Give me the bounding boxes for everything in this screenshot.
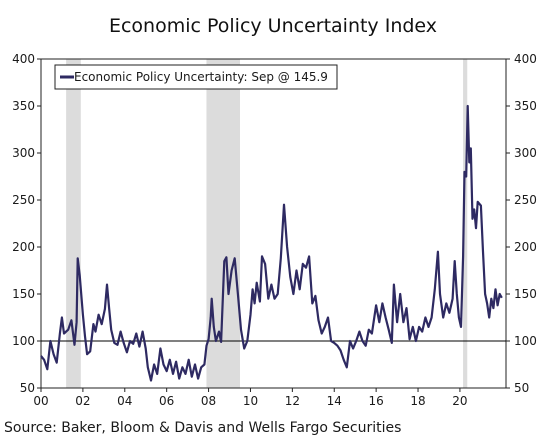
y-tick-label-right-7: 400: [514, 52, 537, 66]
recession-band-2: [463, 59, 468, 388]
x-tick-label-9: 18: [410, 394, 425, 408]
x-tick-label-3: 06: [159, 394, 174, 408]
plot-frame: [40, 58, 507, 389]
x-tick-label-5: 10: [243, 394, 258, 408]
legend: Economic Policy Uncertainty: Sep @ 145.9: [54, 64, 338, 90]
y-tick-label-left-1: 100: [12, 334, 35, 348]
y-tick-label-left-6: 350: [12, 99, 35, 113]
y-tick-label-right-2: 150: [514, 287, 537, 301]
x-tick-label-8: 16: [368, 394, 383, 408]
x-tick-label-0: 00: [33, 394, 48, 408]
y-tick-label-left-2: 150: [12, 287, 35, 301]
series-layer: [40, 104, 503, 382]
y-tick-label-left-4: 250: [12, 193, 35, 207]
x-tick-label-4: 08: [201, 394, 216, 408]
recession-band-1: [206, 59, 240, 388]
x-tick-label-6: 12: [285, 394, 300, 408]
y-tick-label-right-4: 250: [514, 193, 537, 207]
y-tick-label-left-3: 200: [12, 240, 35, 254]
x-tick-label-2: 04: [117, 394, 132, 408]
x-tick-label-7: 14: [327, 394, 342, 408]
y-tick-label-left-7: 400: [12, 52, 35, 66]
x-tick-label-10: 20: [452, 394, 467, 408]
x-tick-label-1: 02: [75, 394, 90, 408]
chart-title: Economic Policy Uncertainty Index: [109, 15, 437, 37]
y-tick-label-right-6: 350: [514, 99, 537, 113]
series-line-0: [40, 104, 503, 382]
recession-shading: [66, 59, 468, 388]
y-tick-label-left-5: 300: [12, 146, 35, 160]
y-tick-label-left-0: 50: [20, 381, 35, 395]
y-tick-label-right-5: 300: [514, 146, 537, 160]
y-tick-label-right-0: 50: [514, 381, 529, 395]
y-tick-label-right-1: 100: [514, 334, 537, 348]
source-note: Source: Baker, Bloom & Davis and Wells F…: [4, 420, 401, 436]
legend-label: Economic Policy Uncertainty: Sep @ 145.9: [74, 70, 328, 84]
y-tick-label-right-3: 200: [514, 240, 537, 254]
legend-box: [54, 64, 338, 90]
